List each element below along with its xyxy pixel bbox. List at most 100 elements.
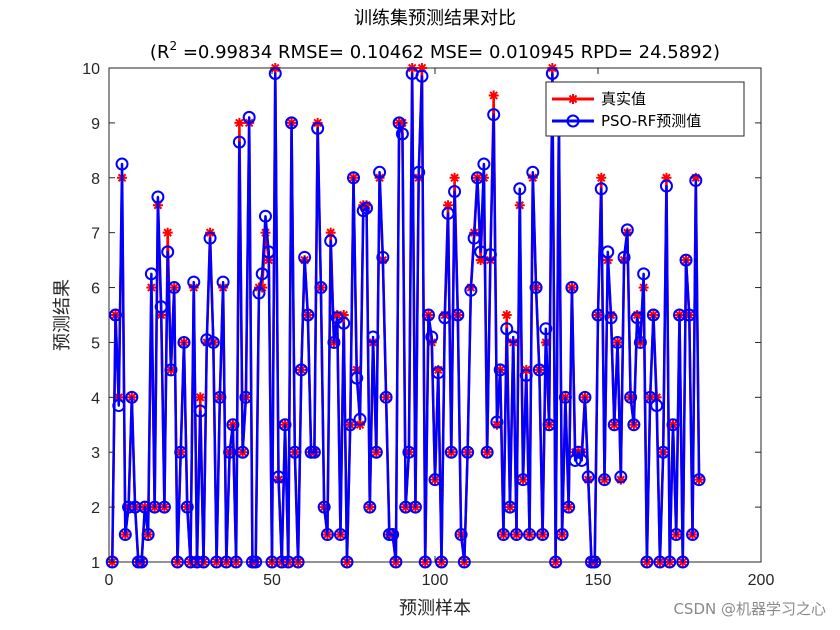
predicted-value-point — [663, 555, 677, 569]
predicted-value-point — [258, 209, 272, 223]
predicted-value-point — [141, 528, 155, 542]
predicted-value-point — [353, 412, 367, 426]
predicted-value-point — [669, 528, 683, 542]
predicted-value-point — [275, 555, 289, 569]
predicted-value-point — [676, 555, 690, 569]
predicted-value-point — [255, 267, 269, 281]
predicted-value-point — [536, 528, 550, 542]
predicted-value-point — [337, 316, 351, 330]
predicted-value-point — [490, 415, 504, 429]
predicted-value-point — [496, 528, 510, 542]
predicted-value-point — [389, 555, 403, 569]
predicted-value-point — [184, 555, 197, 569]
predicted-value-point — [167, 281, 181, 295]
predicted-value-point — [187, 275, 201, 289]
predicted-value-point — [431, 366, 445, 380]
true-value-point — [195, 392, 206, 403]
predicted-value-point — [219, 555, 233, 569]
predicted-value-point — [470, 171, 484, 185]
predicted-value-point — [601, 245, 615, 259]
y-tick-label: 7 — [91, 226, 100, 243]
predicted-value-point — [350, 371, 364, 385]
predicted-value-point — [545, 66, 559, 80]
x-tick-label: 100 — [422, 572, 449, 589]
predicted-value-point — [692, 473, 706, 487]
predicted-value-point — [105, 555, 119, 569]
predicted-value-point — [506, 330, 520, 344]
predicted-value-point — [281, 555, 295, 569]
predicted-value-point — [115, 157, 129, 171]
legend: 真实值 PSO-RF预测值 — [545, 81, 745, 137]
predicted-value-point — [356, 204, 370, 218]
predicted-value-point — [568, 453, 582, 467]
predicted-value-point — [268, 66, 282, 80]
predicted-value-point — [686, 528, 700, 542]
predicted-value-point — [549, 555, 563, 569]
predicted-value-point — [500, 322, 514, 336]
predicted-value-point — [666, 418, 680, 432]
predicted-value-point — [109, 308, 123, 322]
predicted-value-point — [223, 445, 237, 459]
predicted-value-point — [154, 300, 168, 314]
predicted-value-point — [112, 399, 126, 413]
legend-marker-pred — [566, 114, 580, 128]
predicted-value-point — [135, 555, 149, 569]
predicted-value-point — [558, 390, 572, 404]
predicted-value-point — [226, 418, 240, 432]
x-tick-label: 150 — [585, 572, 612, 589]
legend-box — [545, 81, 745, 137]
predicted-value-point — [451, 308, 465, 322]
true-value-point — [162, 227, 173, 238]
predicted-value-point — [565, 281, 579, 295]
predicted-value-point — [193, 404, 207, 418]
predicted-value-point — [421, 308, 435, 322]
predicted-value-point — [262, 245, 276, 259]
predicted-value-point — [607, 418, 621, 432]
predicted-value-point — [542, 418, 556, 432]
predicted-value-point — [659, 179, 673, 193]
predicted-value-point — [656, 445, 670, 459]
predicted-value-point — [200, 333, 214, 347]
predicted-value-point — [138, 500, 152, 514]
predicted-value-point — [320, 528, 334, 542]
predicted-value-point — [363, 500, 377, 514]
predicted-value-point — [369, 445, 383, 459]
predicted-value-point — [206, 335, 220, 349]
predicted-value-point — [213, 390, 227, 404]
predicted-value-point — [477, 157, 491, 171]
x-tick-label: 200 — [748, 572, 775, 589]
y-tick-label: 4 — [91, 390, 100, 407]
predicted-value-point — [307, 445, 321, 459]
predicted-value-point — [624, 390, 638, 404]
y-tick-label: 10 — [82, 61, 100, 78]
predicted-value-point — [604, 311, 618, 325]
predicted-value-point — [633, 335, 647, 349]
predicted-value-point — [679, 253, 693, 267]
predicted-value-point — [402, 445, 416, 459]
predicted-value-point — [519, 368, 533, 382]
predicted-value-point — [301, 308, 315, 322]
predicted-value-point — [646, 308, 660, 322]
predicted-value-point — [242, 110, 256, 124]
predicted-value-point — [425, 330, 439, 344]
predicted-value-point — [317, 500, 331, 514]
predicted-value-point — [272, 470, 286, 484]
predicted-value-point — [285, 116, 299, 130]
watermark: CSDN @机器学习之心 — [673, 600, 826, 618]
predicted-value-point — [249, 555, 263, 569]
legend-label-pred: PSO-RF预测值 — [601, 112, 701, 130]
predicted-value-point — [653, 555, 667, 569]
predicted-value-point — [340, 555, 354, 569]
predicted-value-point — [210, 555, 224, 569]
y-tick-label: 1 — [91, 555, 100, 572]
predicted-value-point — [399, 500, 413, 514]
predicted-value-point — [643, 390, 657, 404]
predicted-value-point — [539, 322, 553, 336]
predicted-value-point — [523, 528, 537, 542]
predicted-value-point — [448, 185, 462, 198]
predicted-value-point — [627, 418, 641, 432]
predicted-value-point — [311, 121, 325, 135]
predicted-value-point — [170, 555, 184, 569]
x-axis-label: 预测样本 — [399, 598, 471, 619]
